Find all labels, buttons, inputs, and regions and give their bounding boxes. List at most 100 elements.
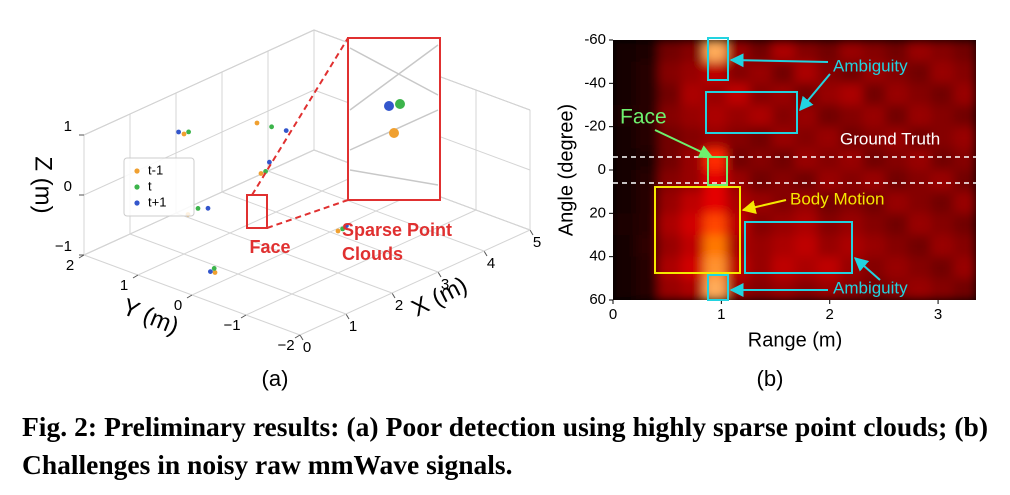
heatmap-cell bbox=[885, 256, 909, 279]
heatmap-cell bbox=[771, 170, 795, 193]
heatmap-cell bbox=[817, 235, 841, 258]
y-tick-label: -40 bbox=[584, 74, 606, 91]
point bbox=[283, 128, 289, 134]
heatmap-cell bbox=[749, 148, 773, 171]
x-tick-label: 2 bbox=[395, 297, 403, 314]
heatmap-cell bbox=[839, 105, 864, 128]
legend-marker bbox=[134, 200, 140, 206]
annotation: Sparse Point bbox=[342, 220, 452, 240]
point bbox=[263, 169, 268, 174]
heatmap-cell bbox=[613, 170, 637, 193]
heatmap-cell bbox=[817, 40, 841, 63]
annotation-box bbox=[707, 156, 728, 186]
heatmap-cell bbox=[681, 170, 705, 193]
heatmap-cell bbox=[839, 40, 864, 63]
heatmap-cell bbox=[839, 61, 864, 84]
legend-label: t bbox=[148, 178, 152, 193]
heatmap-cell bbox=[817, 191, 841, 214]
y-tick-label: -20 bbox=[584, 118, 606, 135]
heatmap-cell bbox=[907, 83, 932, 106]
heatmap-cell bbox=[885, 126, 909, 149]
heatmap-cell bbox=[681, 235, 705, 258]
grid-line bbox=[137, 169, 369, 276]
heatmap-cell bbox=[885, 278, 909, 300]
heatmap-cell bbox=[726, 191, 750, 214]
heatmap-cell bbox=[749, 126, 773, 149]
heatmap-cell bbox=[749, 105, 773, 128]
heatmap-cell bbox=[681, 256, 705, 279]
heatmap-cell bbox=[862, 191, 886, 214]
heatmap-cell bbox=[907, 126, 932, 149]
heatmap-cell bbox=[953, 256, 976, 279]
x-tick-label: 1 bbox=[717, 306, 725, 323]
heatmap-cell bbox=[885, 170, 909, 193]
heatmap-cell bbox=[613, 61, 637, 84]
heatmap-cell bbox=[930, 61, 954, 84]
heatmap-cell bbox=[771, 235, 795, 258]
heatmap-cell bbox=[794, 235, 818, 258]
z-tick-label: 1 bbox=[64, 118, 72, 135]
heatmap bbox=[613, 40, 976, 300]
heatmap-cell bbox=[681, 105, 705, 128]
z-tick-label: 0 bbox=[64, 178, 72, 195]
heatmap-cell bbox=[749, 213, 773, 236]
heatmap-cell bbox=[749, 191, 773, 214]
heatmap-cell bbox=[817, 278, 841, 300]
heatmap-cell bbox=[930, 256, 954, 279]
heatmap-cell bbox=[817, 61, 841, 84]
heatmap-cell bbox=[817, 170, 841, 193]
heatmap-cell bbox=[953, 83, 976, 106]
heatmap-cell bbox=[658, 83, 682, 106]
heatmap-cell bbox=[839, 191, 864, 214]
y-tick-label: 40 bbox=[589, 248, 606, 265]
point bbox=[195, 206, 201, 211]
heatmap-cell bbox=[794, 40, 818, 63]
heatmap-cell bbox=[613, 235, 637, 258]
x-tick-label: 0 bbox=[303, 339, 311, 356]
heatmap-cell bbox=[726, 126, 750, 149]
tick-mark bbox=[240, 314, 247, 319]
y-tick-label: 1 bbox=[120, 277, 128, 294]
heatmap-cell bbox=[658, 170, 682, 193]
heatmap-cell bbox=[726, 83, 750, 106]
heatmap-cell bbox=[658, 148, 682, 171]
heatmap-cell bbox=[862, 126, 886, 149]
heatmap-cell bbox=[794, 148, 818, 171]
inset-point bbox=[384, 101, 394, 111]
x-tick-label: 3 bbox=[441, 276, 449, 293]
heatmap-cell bbox=[817, 148, 841, 171]
heatmap-cell bbox=[907, 191, 932, 214]
heatmap-cell bbox=[907, 61, 932, 84]
heatmap-cell bbox=[953, 126, 976, 149]
heatmap-cell bbox=[749, 40, 773, 63]
legend-label: t+1 bbox=[148, 194, 166, 209]
y-tick-label: −2 bbox=[277, 337, 294, 354]
heatmap-cell bbox=[794, 170, 818, 193]
heatmap-cell bbox=[749, 61, 773, 84]
heatmap-cell bbox=[613, 148, 637, 171]
x-tick-label: 0 bbox=[609, 306, 617, 323]
heatmap-cell bbox=[930, 191, 954, 214]
heatmap-cell bbox=[771, 126, 795, 149]
heatmap-cell bbox=[794, 191, 818, 214]
heatmap-cell bbox=[635, 40, 659, 63]
heatmap-cell bbox=[613, 213, 637, 236]
annotation-box bbox=[707, 274, 729, 301]
heatmap-cell bbox=[885, 148, 909, 171]
point bbox=[267, 159, 272, 165]
heatmap-cell bbox=[907, 213, 932, 236]
heatmap-cell bbox=[703, 213, 727, 236]
heatmap-cell bbox=[771, 61, 795, 84]
legend-label: t-1 bbox=[148, 162, 163, 177]
heatmap-cell bbox=[862, 61, 886, 84]
heatmap-cell bbox=[635, 191, 659, 214]
x-tick-label: 5 bbox=[533, 234, 541, 251]
heatmap-cell bbox=[907, 278, 932, 300]
heatmap-cell bbox=[635, 83, 659, 106]
z-axis-label: Z (m) bbox=[30, 156, 57, 213]
heatmap-cell bbox=[839, 170, 864, 193]
heatmap-cell bbox=[862, 170, 886, 193]
heatmap-cell bbox=[613, 83, 637, 106]
heatmap-cell bbox=[953, 148, 976, 171]
